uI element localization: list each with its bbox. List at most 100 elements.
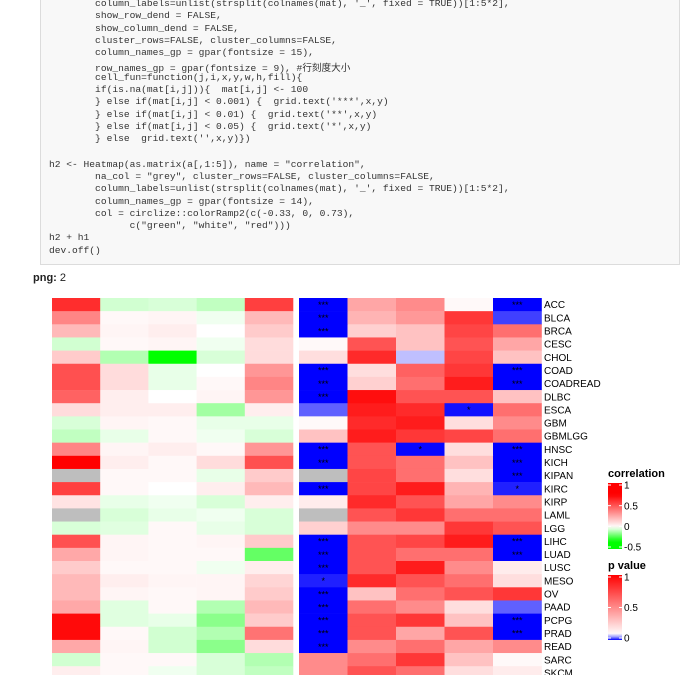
heatmap-cell [444,482,494,496]
heatmap-cell [100,482,149,496]
heatmap-cell [444,613,494,628]
heatmap-cell [52,403,101,417]
heatmap-cell [244,468,294,483]
heatmap-cell [396,350,445,365]
heatmap-cell [493,653,542,667]
significance-label: *** [512,379,523,389]
heatmap-cell [347,587,397,601]
heatmap-cell [100,468,149,483]
heatmap-cell [244,390,294,404]
heatmap-cell [244,337,294,351]
significance-label: *** [318,313,329,323]
heatmap-cell [493,508,542,522]
significance-label: *** [318,629,329,639]
heatmap-cell [347,311,397,325]
heatmap-cell [244,495,294,509]
code-line: col = circlize::colorRamp2(c(-0.33, 0, 0… [49,207,355,219]
row-label: READ [544,642,572,653]
heatmap-cell [396,574,445,588]
row-label: KICH [544,458,568,469]
heatmap-cell [347,482,397,496]
heatmap-cell [148,639,197,654]
heatmap-cell [444,429,494,443]
significance-label: *** [512,471,523,481]
heatmap-cell [52,521,101,535]
legend-bar [608,483,622,549]
significance-label: *** [318,616,329,626]
row-label: ACC [544,300,565,311]
legend-tick-label: 1 [624,481,630,492]
heatmap-cell [52,547,101,562]
row-label: BLCA [544,313,570,324]
significance-label: *** [512,616,523,626]
row-label: KIPAN [544,471,573,482]
heatmap-cell [52,495,101,509]
heatmap-cell [493,416,542,430]
significance-label: *** [318,563,329,573]
heatmap-cell [493,363,542,378]
heatmap-cell [493,561,542,575]
heatmap-cell [396,337,445,351]
heatmap-cell [148,482,197,496]
heatmap-cell [52,298,101,312]
heatmap-cell [148,600,197,614]
heatmap-cell [347,561,397,575]
heatmap-cell [196,455,246,470]
heatmap-cell [148,429,197,443]
row-label: LIHC [544,537,567,548]
legend-tick-label: 1 [624,573,630,584]
row-label: PRAD [544,629,572,640]
heatmap-cell [299,600,348,614]
row-label: SKCM [544,668,573,675]
heatmap-cell [244,416,294,430]
heatmap-cell [347,363,397,378]
heatmap-cell [493,574,542,588]
heatmap-cell [196,468,246,483]
heatmap-cell [493,600,542,614]
heatmap-cell [100,350,149,365]
heatmap-cell [493,390,542,404]
heatmap-cell [347,547,397,562]
heatmap-cell [493,521,542,535]
code-line: column_names_gp = gpar(fontsize = 14), [49,195,314,207]
row-label: LUSC [544,563,571,574]
heatmap-cell [444,455,494,470]
heatmap-cell [100,324,149,338]
row-label: KIRP [544,497,568,508]
heatmap-cell [396,324,445,338]
heatmap-cell [148,468,197,483]
heatmap-cell [196,376,246,391]
significance-label: *** [512,445,523,455]
row-label: CESC [544,340,572,351]
row-label: SARC [544,655,572,666]
heatmap-cell [396,416,445,430]
heatmap-cell [244,455,294,470]
heatmap-cell [196,324,246,338]
row-label: PCPG [544,616,573,627]
heatmap-cell [493,311,542,325]
heatmap-cell [444,363,494,378]
heatmap-cell [100,403,149,417]
heatmap-cell [196,521,246,535]
heatmap-cell [444,390,494,404]
heatmap-cell [396,390,445,404]
heatmap-cell [244,363,294,378]
heatmap-cell [244,429,294,443]
code-line: show_row_dend = FALSE, [49,10,222,22]
heatmap-cell [396,495,445,509]
output-type: png: [33,272,57,284]
heatmap-cell [299,324,348,338]
significance-label: *** [512,629,523,639]
heatmap-cell [444,311,494,325]
heatmap-cell [347,350,397,365]
significance-label: * [418,445,422,455]
code-line: cell_fun=function(j,i,x,y,w,h,fill){ [49,71,303,83]
heatmap-cell [52,482,101,496]
heatmap-cell [52,639,101,654]
heatmap-cell [444,587,494,601]
heatmap-cell [396,376,445,391]
heatmap-cell [52,363,101,378]
heatmap-cell [100,442,149,457]
significance-label: *** [512,458,523,468]
code-line: } else if(mat[i,j] < 0.05) { grid.text('… [49,121,372,132]
